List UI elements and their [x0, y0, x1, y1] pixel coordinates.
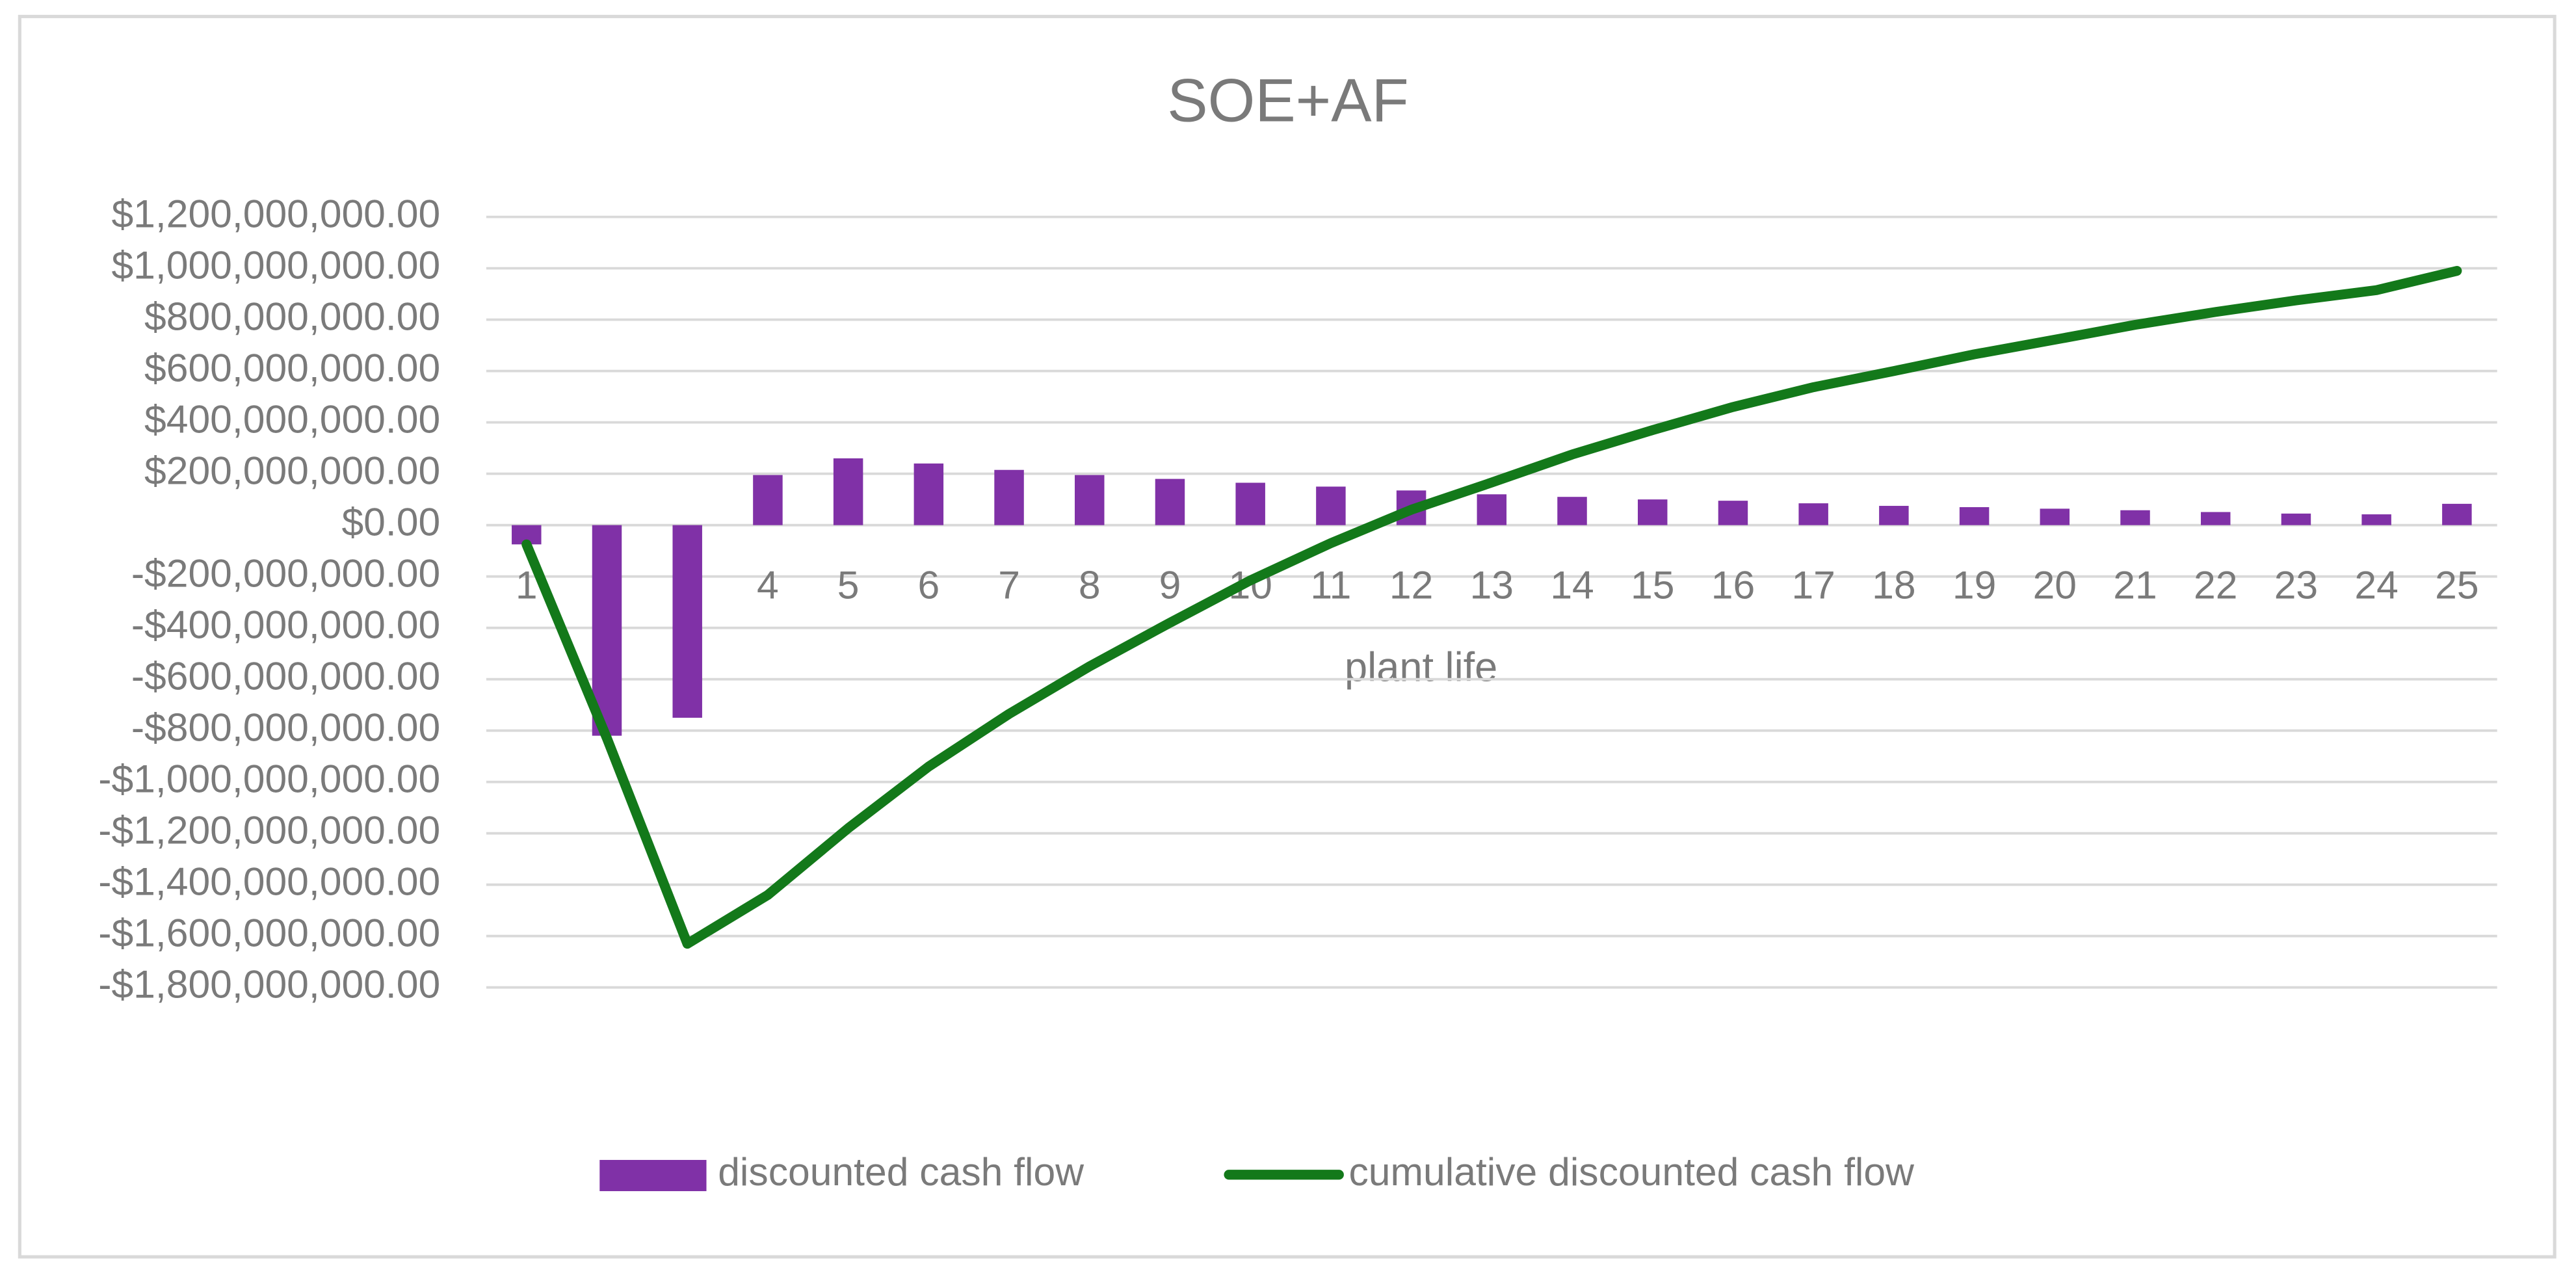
bar [1155, 479, 1185, 525]
x-tick-label: 6 [917, 563, 940, 607]
bar [1235, 482, 1265, 525]
x-tick-label: 17 [1791, 563, 1835, 607]
bar [833, 458, 863, 525]
bar [2442, 503, 2472, 525]
y-tick-label: -$1,200,000,000.00 [98, 808, 440, 852]
chart-title: SOE+AF [1167, 66, 1408, 135]
chart-border [18, 14, 2556, 1259]
y-tick-label: -$400,000,000.00 [131, 603, 440, 647]
bar [994, 469, 1024, 525]
y-tick-label: -$1,800,000,000.00 [98, 962, 440, 1006]
bar [1879, 506, 1909, 525]
bar [2200, 512, 2231, 525]
x-tick-label: 25 [2435, 563, 2478, 607]
bar [1477, 494, 1507, 525]
y-tick-label: $0.00 [341, 500, 440, 544]
bar [592, 525, 622, 736]
y-tick-label: $800,000,000.00 [144, 295, 440, 339]
x-tick-label: 8 [1079, 563, 1101, 607]
x-tick-label: 21 [2113, 563, 2157, 607]
bar [1316, 486, 1346, 525]
y-tick-label: -$1,400,000,000.00 [98, 860, 440, 904]
bar [1718, 501, 1748, 525]
x-tick-label: 23 [2274, 563, 2318, 607]
x-tick-label: 15 [1631, 563, 1674, 607]
x-tick-label: 5 [837, 563, 860, 607]
bar [1638, 499, 1668, 525]
bar [2361, 514, 2391, 525]
legend-label: cumulative discounted cash flow [1348, 1150, 1914, 1194]
y-tick-label: -$600,000,000.00 [131, 654, 440, 698]
x-axis-title: plant life [1345, 645, 1497, 690]
x-tick-label: 20 [2033, 563, 2077, 607]
bar [2040, 508, 2070, 525]
x-tick-label: 13 [1470, 563, 1514, 607]
bar [753, 475, 783, 525]
y-tick-label: $1,200,000,000.00 [111, 192, 440, 236]
x-tick-label: 14 [1550, 563, 1594, 607]
bar [1075, 475, 1105, 525]
y-tick-label: -$800,000,000.00 [131, 705, 440, 750]
x-tick-label: 12 [1389, 563, 1433, 607]
bar [1959, 507, 1990, 525]
y-tick-label: -$200,000,000.00 [131, 551, 440, 596]
x-tick-label: 24 [2354, 563, 2398, 607]
y-tick-label: $200,000,000.00 [144, 449, 440, 493]
line [521, 266, 2462, 949]
x-tick-label: 7 [998, 563, 1020, 607]
legend-label: discounted cash flow [718, 1150, 1084, 1194]
bar [913, 463, 944, 525]
x-tick-label: 19 [1952, 563, 1996, 607]
x-tick-label: 4 [757, 563, 779, 607]
x-tick-label: 9 [1159, 563, 1181, 607]
x-tick-label: 16 [1711, 563, 1755, 607]
x-tick-label: 22 [2194, 563, 2237, 607]
y-tick-label: $1,000,000,000.00 [111, 243, 440, 287]
y-tick-label: $600,000,000.00 [144, 346, 440, 390]
bar [1557, 497, 1587, 525]
legend-swatch [599, 1160, 707, 1192]
y-tick-label: -$1,000,000,000.00 [98, 757, 440, 801]
y-tick-label: $400,000,000.00 [144, 397, 440, 441]
bar [2120, 510, 2150, 525]
x-tick-label: 11 [1310, 563, 1351, 607]
bar [2281, 513, 2311, 525]
bar [1798, 503, 1828, 525]
bar [672, 525, 702, 718]
y-tick-label: -$1,600,000,000.00 [98, 911, 440, 955]
x-tick-label: 18 [1872, 563, 1915, 607]
